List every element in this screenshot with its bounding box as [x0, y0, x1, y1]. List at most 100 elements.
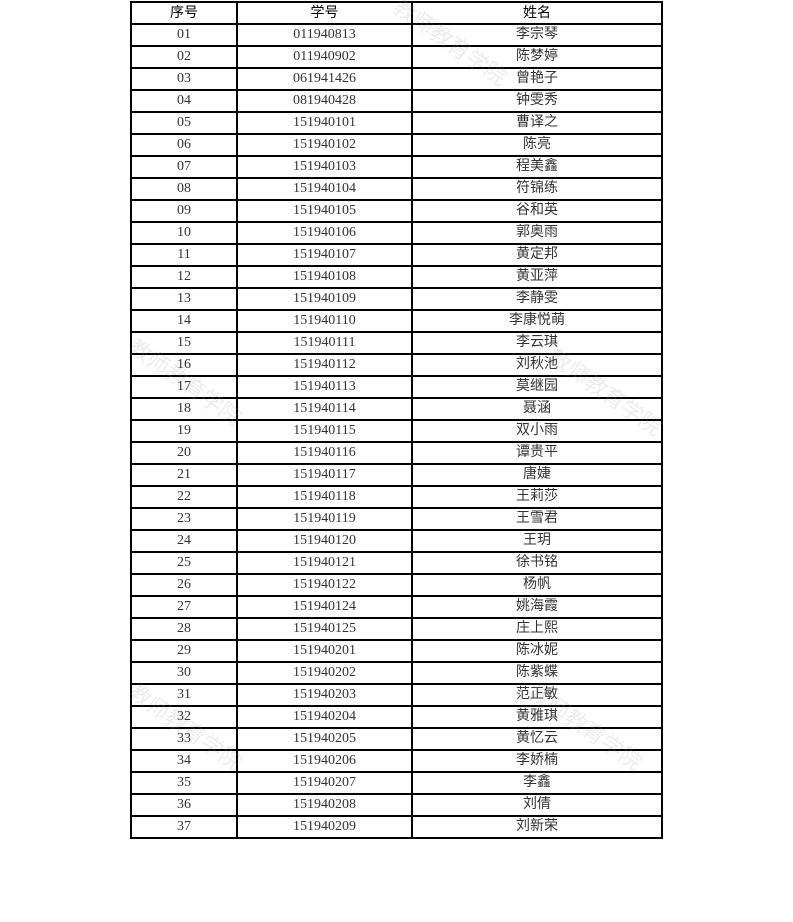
student-id: 151940207 — [236, 771, 413, 795]
student-name: 李宗琴 — [411, 23, 663, 47]
student-id: 151940119 — [236, 507, 413, 531]
row-index: 19 — [130, 419, 238, 443]
student-id: 151940118 — [236, 485, 413, 509]
table-row: 20 151940116 谭贵平 — [130, 441, 663, 465]
student-name: 姚海霞 — [411, 595, 663, 619]
table-row: 12 151940108 黄亚萍 — [130, 265, 663, 289]
student-table: 序号 学号 姓名 01 011940813 李宗琴 02 011940902 陈梦婷 03 0… — [130, 1, 663, 839]
table-row: 34 151940206 李娇楠 — [130, 749, 663, 773]
table-row: 21 151940117 唐婕 — [130, 463, 663, 487]
student-id: 151940105 — [236, 199, 413, 223]
student-id: 011940902 — [236, 45, 413, 69]
table-row: 27 151940124 姚海霞 — [130, 595, 663, 619]
row-index: 10 — [130, 221, 238, 245]
student-name: 曹译之 — [411, 111, 663, 135]
student-name: 徐书铭 — [411, 551, 663, 575]
table-row: 07 151940103 程美鑫 — [130, 155, 663, 179]
header-name: 姓名 — [411, 1, 663, 25]
student-id: 151940111 — [236, 331, 413, 355]
student-id: 151940113 — [236, 375, 413, 399]
table-row: 01 011940813 李宗琴 — [130, 23, 663, 47]
table-row: 14 151940110 李康悦萌 — [130, 309, 663, 333]
student-id: 151940106 — [236, 221, 413, 245]
student-name: 双小雨 — [411, 419, 663, 443]
student-id: 061941426 — [236, 67, 413, 91]
table-row: 22 151940118 王莉莎 — [130, 485, 663, 509]
student-name: 王莉莎 — [411, 485, 663, 509]
student-name: 王玥 — [411, 529, 663, 553]
header-row: 序号 学号 姓名 — [130, 1, 663, 25]
student-name: 谭贵平 — [411, 441, 663, 465]
row-index: 06 — [130, 133, 238, 157]
table-row: 11 151940107 黄定邦 — [130, 243, 663, 267]
row-index: 20 — [130, 441, 238, 465]
row-index: 27 — [130, 595, 238, 619]
header-student-id: 学号 — [236, 1, 413, 25]
student-name: 陈亮 — [411, 133, 663, 157]
row-index: 35 — [130, 771, 238, 795]
row-index: 17 — [130, 375, 238, 399]
table-row: 17 151940113 莫继园 — [130, 375, 663, 399]
row-index: 11 — [130, 243, 238, 267]
student-id: 151940107 — [236, 243, 413, 267]
student-id: 151940117 — [236, 463, 413, 487]
student-id: 151940206 — [236, 749, 413, 773]
row-index: 04 — [130, 89, 238, 113]
student-name: 李娇楠 — [411, 749, 663, 773]
student-name: 唐婕 — [411, 463, 663, 487]
table-row: 05 151940101 曹译之 — [130, 111, 663, 135]
table-row: 32 151940204 黄雅琪 — [130, 705, 663, 729]
table-row: 10 151940106 郭奥雨 — [130, 221, 663, 245]
row-index: 07 — [130, 155, 238, 179]
student-id: 151940104 — [236, 177, 413, 201]
table-row: 36 151940208 刘倩 — [130, 793, 663, 817]
student-id: 151940201 — [236, 639, 413, 663]
student-id: 151940109 — [236, 287, 413, 311]
student-name: 陈梦婷 — [411, 45, 663, 69]
student-name: 庄上熙 — [411, 617, 663, 641]
student-name: 刘新荣 — [411, 815, 663, 839]
row-index: 05 — [130, 111, 238, 135]
student-name: 谷和英 — [411, 199, 663, 223]
row-index: 31 — [130, 683, 238, 707]
student-id: 151940124 — [236, 595, 413, 619]
student-id: 151940122 — [236, 573, 413, 597]
student-id: 151940101 — [236, 111, 413, 135]
row-index: 08 — [130, 177, 238, 201]
row-index: 03 — [130, 67, 238, 91]
student-name: 黄定邦 — [411, 243, 663, 267]
table-row: 23 151940119 王雪君 — [130, 507, 663, 531]
header-index: 序号 — [130, 1, 238, 25]
student-name: 王雪君 — [411, 507, 663, 531]
row-index: 14 — [130, 309, 238, 333]
row-index: 33 — [130, 727, 238, 751]
student-name: 聂涵 — [411, 397, 663, 421]
student-name: 李康悦萌 — [411, 309, 663, 333]
table-row: 29 151940201 陈冰妮 — [130, 639, 663, 663]
student-name: 符锦练 — [411, 177, 663, 201]
row-index: 37 — [130, 815, 238, 839]
student-id: 151940102 — [236, 133, 413, 157]
student-name: 陈紫蝶 — [411, 661, 663, 685]
row-index: 25 — [130, 551, 238, 575]
student-name: 莫继园 — [411, 375, 663, 399]
row-index: 26 — [130, 573, 238, 597]
table-row: 02 011940902 陈梦婷 — [130, 45, 663, 69]
row-index: 02 — [130, 45, 238, 69]
row-index: 18 — [130, 397, 238, 421]
student-id: 151940121 — [236, 551, 413, 575]
student-name: 郭奥雨 — [411, 221, 663, 245]
student-id: 151940204 — [236, 705, 413, 729]
student-id: 151940125 — [236, 617, 413, 641]
student-name: 曾艳子 — [411, 67, 663, 91]
student-name: 范正敏 — [411, 683, 663, 707]
student-id: 151940115 — [236, 419, 413, 443]
row-index: 21 — [130, 463, 238, 487]
table-row: 33 151940205 黄忆云 — [130, 727, 663, 751]
student-id: 151940110 — [236, 309, 413, 333]
table-row: 15 151940111 李云琪 — [130, 331, 663, 355]
student-name: 刘秋池 — [411, 353, 663, 377]
student-id: 081940428 — [236, 89, 413, 113]
row-index: 36 — [130, 793, 238, 817]
table-row: 09 151940105 谷和英 — [130, 199, 663, 223]
